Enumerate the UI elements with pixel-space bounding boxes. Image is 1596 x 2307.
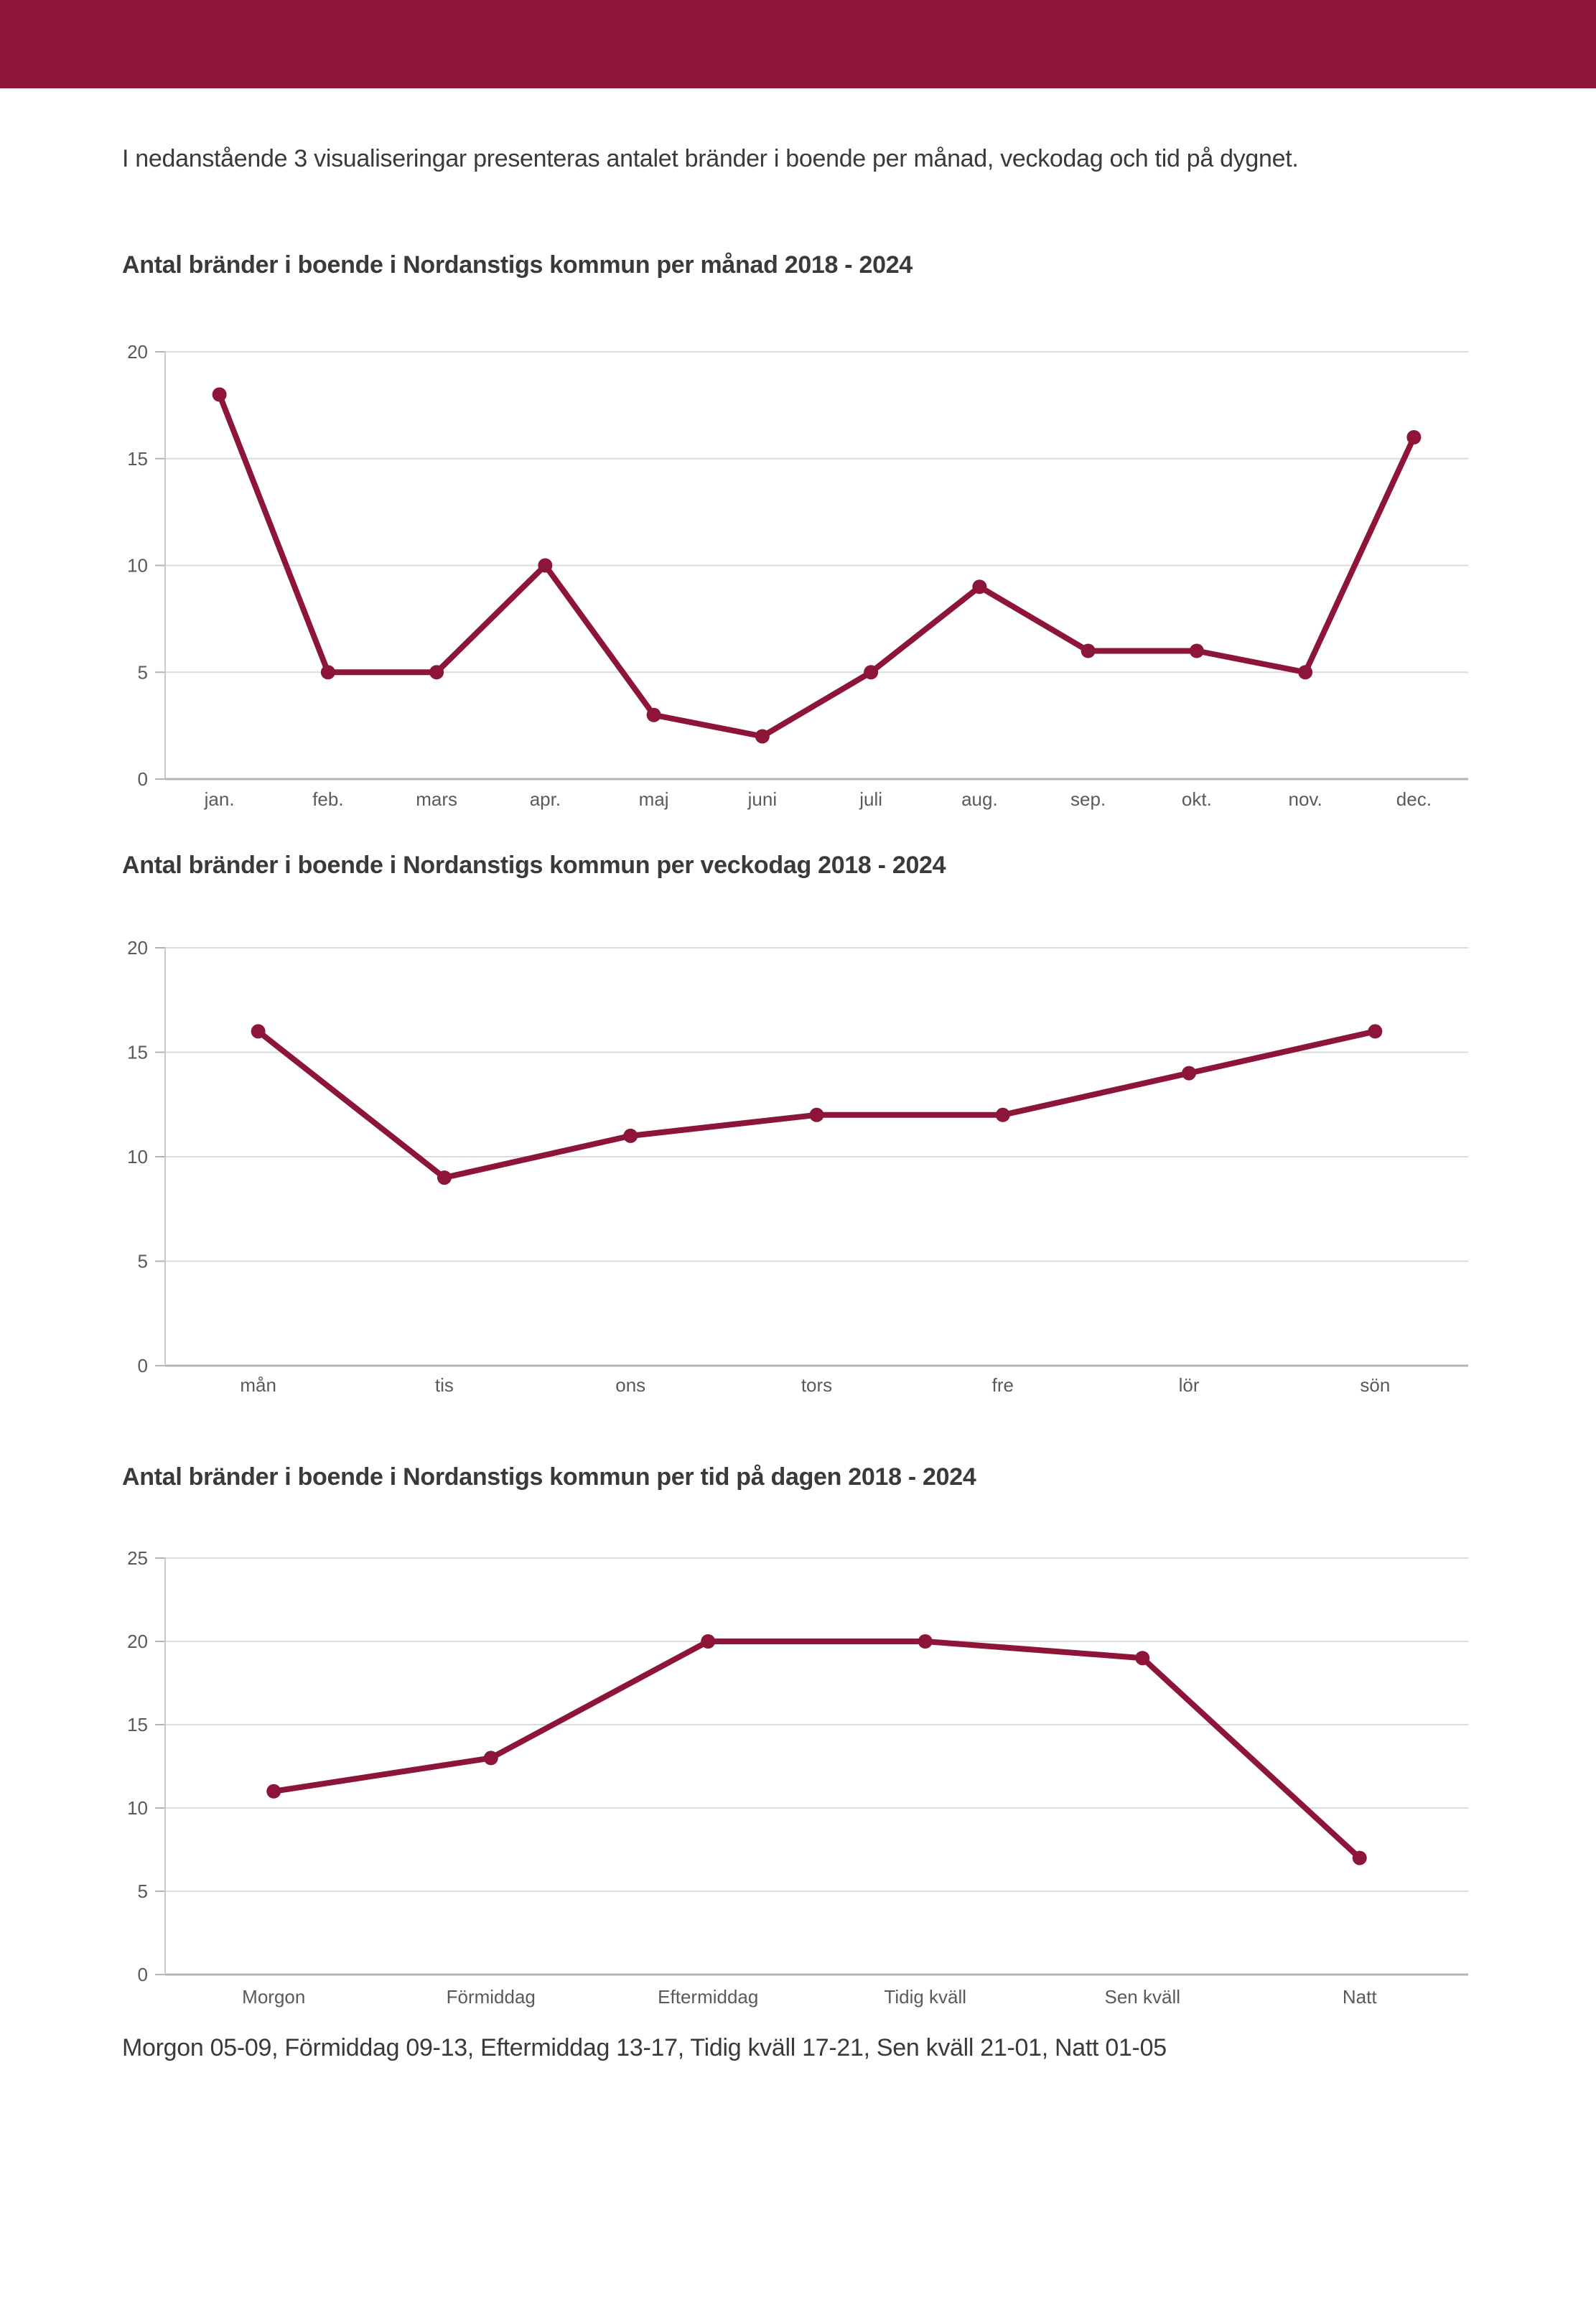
svg-text:tors: tors	[801, 1374, 832, 1396]
svg-text:0: 0	[138, 1964, 148, 1985]
svg-text:15: 15	[127, 1714, 148, 1735]
intro-text: I nedanstående 3 visualiseringar present…	[122, 145, 1299, 172]
svg-text:25: 25	[127, 1547, 148, 1569]
weekday-fires-chart: 0 5 10 15 20 mån tis ons tors fre lör sön	[127, 937, 1468, 1396]
svg-text:juni: juni	[747, 788, 777, 810]
svg-text:Morgon: Morgon	[242, 1986, 305, 2008]
svg-text:5: 5	[138, 1880, 148, 1902]
svg-text:tis: tis	[435, 1374, 454, 1396]
svg-text:15: 15	[127, 1042, 148, 1063]
svg-text:0: 0	[138, 1355, 148, 1376]
svg-text:feb.: feb.	[312, 788, 343, 810]
svg-text:Natt: Natt	[1343, 1986, 1377, 2008]
svg-text:mån: mån	[240, 1374, 276, 1396]
chart-title-weekday: Antal bränder i boende i Nordanstigs kom…	[122, 852, 946, 879]
svg-text:nov.: nov.	[1289, 788, 1322, 810]
svg-text:Eftermiddag: Eftermiddag	[658, 1986, 758, 2008]
svg-text:10: 10	[127, 1146, 148, 1168]
svg-text:okt.: okt.	[1182, 788, 1212, 810]
svg-text:sön: sön	[1360, 1374, 1390, 1396]
svg-text:5: 5	[138, 1251, 148, 1272]
svg-text:mars: mars	[416, 788, 457, 810]
svg-text:20: 20	[127, 1631, 148, 1652]
svg-text:0: 0	[138, 768, 148, 790]
svg-text:5: 5	[138, 661, 148, 683]
svg-text:15: 15	[127, 448, 148, 470]
svg-text:jan.: jan.	[204, 788, 235, 810]
svg-text:Tidig kväll: Tidig kväll	[884, 1986, 966, 2008]
header-bar	[0, 0, 1596, 88]
svg-text:sep.: sep.	[1070, 788, 1106, 810]
chart-title-time-of-day: Antal bränder i boende i Nordanstigs kom…	[122, 1463, 976, 1491]
svg-text:Sen kväll: Sen kväll	[1105, 1986, 1181, 2008]
svg-text:20: 20	[127, 937, 148, 959]
chart-title-monthly: Antal bränder i boende i Nordanstigs kom…	[122, 251, 913, 279]
svg-text:lör: lör	[1179, 1374, 1200, 1396]
svg-text:10: 10	[127, 555, 148, 577]
time-of-day-fires-chart: 0 5 10 15 20 25 Morgon Förmiddag Eftermiddag Tidi…	[127, 1547, 1468, 2008]
svg-text:maj: maj	[639, 788, 669, 810]
svg-text:aug.: aug.	[961, 788, 998, 810]
svg-text:ons: ons	[615, 1374, 645, 1396]
footer-note: Morgon 05-09, Förmiddag 09-13, Eftermidd…	[122, 2034, 1167, 2061]
svg-text:10: 10	[127, 1797, 148, 1819]
svg-text:fre: fre	[992, 1374, 1014, 1396]
svg-text:Förmiddag: Förmiddag	[447, 1986, 536, 2008]
svg-text:20: 20	[127, 341, 148, 363]
svg-text:apr.: apr.	[530, 788, 561, 810]
monthly-fires-chart: 0 5 10 15 20 jan. feb. mars apr. maj juni juli aug. s…	[127, 341, 1468, 810]
svg-text:dec.: dec.	[1396, 788, 1432, 810]
svg-text:juli: juli	[859, 788, 882, 810]
